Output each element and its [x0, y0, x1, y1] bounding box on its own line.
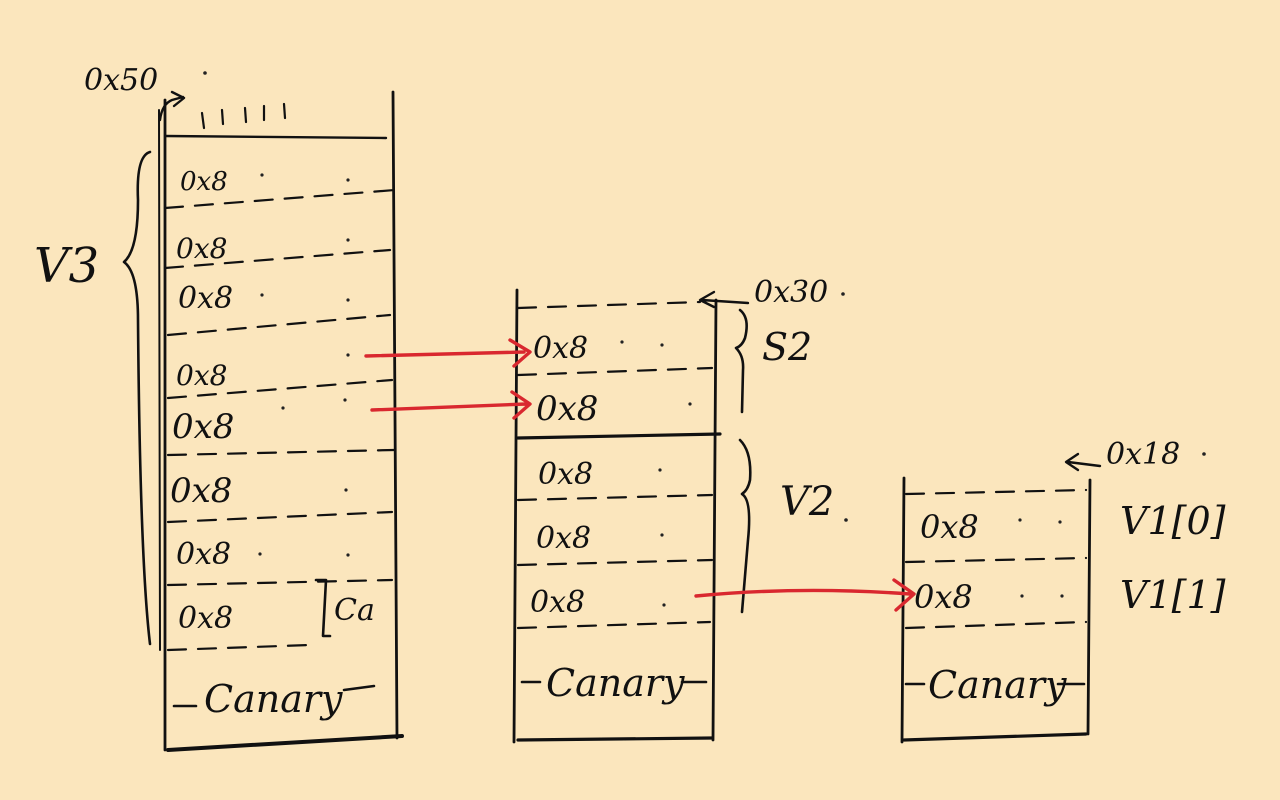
s2-v2-divider	[516, 432, 722, 440]
v3-cell-8: 0x8	[178, 601, 233, 636]
red-arrows	[364, 338, 916, 612]
v1-top-offset: 0x18	[1106, 437, 1180, 472]
s2-label: S2	[762, 325, 812, 369]
v3-tick-marks	[200, 102, 287, 130]
s2-box-left	[512, 288, 519, 744]
ca-label: Ca	[334, 593, 375, 628]
red-arrow-v2-to-v1	[694, 578, 916, 612]
s2-brace	[734, 308, 748, 414]
v2-cell-1: 0x8	[538, 457, 593, 492]
ca-bracket	[314, 578, 332, 638]
v1-box-right	[1086, 478, 1092, 736]
v3-brace	[122, 150, 152, 646]
stack-s2-v2: 0x30 0x8 0x8 0x8 0x8 0x8 Canary S2 V2	[512, 275, 848, 744]
stack-v1: 0x18 0x8 0x8 Canary V1[0] V1[1]	[900, 437, 1226, 744]
red-arrow-v3-to-s2-1	[364, 338, 532, 368]
v1-label-0: V1[0]	[1120, 499, 1226, 543]
s2-top-offset: 0x30	[754, 275, 828, 310]
v3-box-right	[391, 90, 399, 740]
v3-cell-3: 0x8	[178, 281, 233, 316]
stack-v3: 0x50 0x8 0x8 0x8 0x8 0x8 0x8 0x8 0x8	[34, 63, 404, 752]
v3-top-line	[164, 134, 388, 140]
v2-cell-2: 0x8	[536, 521, 591, 556]
v3-cell-1: 0x8	[180, 167, 228, 197]
v1-cell-1: 0x8	[920, 508, 979, 546]
v3-group-label: V3	[34, 238, 99, 294]
v1-box-left	[900, 476, 906, 744]
v3-cell-2: 0x8	[176, 232, 227, 265]
s2-cell-2: 0x8	[536, 389, 598, 429]
v2-label: V2	[780, 479, 834, 525]
v1-cell-2: 0x8	[914, 578, 973, 616]
red-arrow-v3-to-s2-2	[370, 390, 532, 420]
v3-cell-5: 0x8	[172, 407, 234, 447]
v3-top-offset: 0x50	[84, 63, 158, 98]
v2-cell-3: 0x8	[530, 585, 585, 620]
s2-box-right	[711, 298, 718, 742]
s2-pointer-arrow	[698, 290, 750, 309]
v3-cell-6: 0x8	[170, 471, 232, 511]
v2-brace	[738, 438, 752, 614]
v1-canary: Canary	[928, 663, 1067, 707]
v3-bottom-line	[166, 734, 404, 752]
s2-canary: Canary	[546, 661, 685, 705]
v3-cell-7: 0x8	[176, 537, 231, 572]
s2-cell-1: 0x8	[533, 331, 588, 366]
v3-canary: Canary	[204, 677, 343, 721]
v3-cell-4: 0x8	[176, 359, 227, 392]
v1-label-1: V1[1]	[1120, 573, 1226, 617]
v1-pointer-arrow	[1064, 452, 1102, 472]
